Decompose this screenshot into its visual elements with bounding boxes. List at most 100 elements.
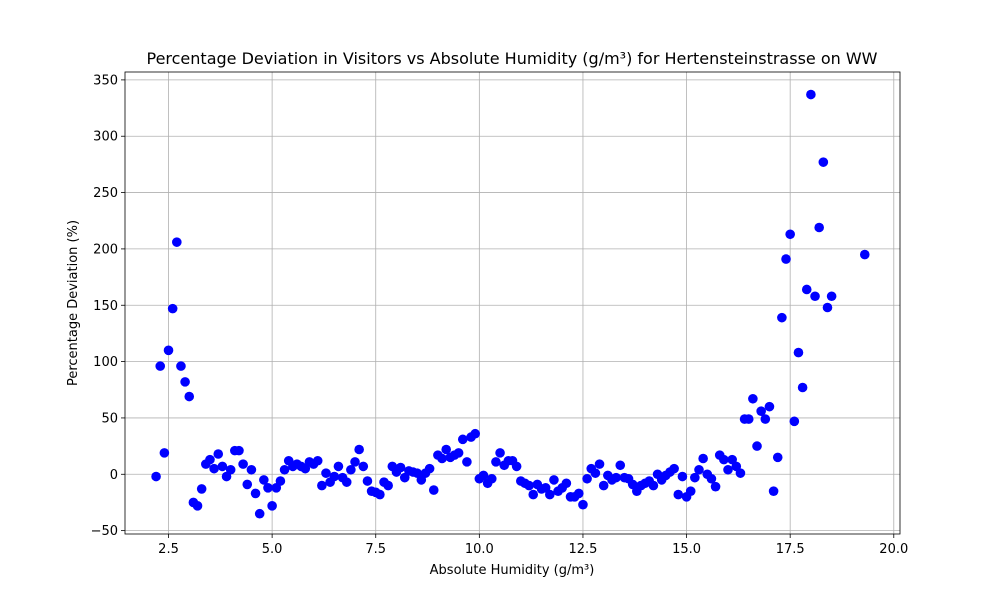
data-point [478,470,489,481]
y-tick-label: 350 [93,73,118,88]
data-point [151,471,161,482]
data-point [159,448,170,458]
data-point [768,486,779,496]
data-point [685,486,696,496]
data-point [329,471,340,482]
x-tick-label: 10.0 [465,542,494,557]
data-point [826,291,837,302]
data-point [486,473,497,484]
data-point [859,249,870,260]
data-point [673,489,684,500]
data-point [346,464,356,475]
data-point [180,377,190,387]
data-point [453,448,464,458]
data-point [462,457,472,467]
data-point [615,460,626,471]
data-point [196,484,207,494]
data-point [752,441,762,451]
data-point [789,416,800,427]
data-point [748,393,758,404]
data-point [561,478,572,489]
data-point [341,477,352,487]
data-point [690,472,700,483]
data-point [822,302,833,313]
data-point [383,480,393,491]
data-point [184,391,195,402]
data-point [806,89,816,100]
data-point [246,464,257,475]
y-tick-label: −50 [91,524,118,539]
y-axis: −50 0 50 100 150 200 250 300 350 [91,73,125,539]
data-point [648,480,659,491]
data-point [263,483,273,493]
data-point [723,464,733,475]
data-point [578,499,588,510]
data-point [350,457,360,467]
data-point [797,382,808,393]
data-point [395,462,406,473]
data-point [163,345,174,356]
grid-lines [125,72,900,534]
data-point [524,480,534,491]
data-point [818,157,829,167]
data-point [810,291,820,302]
data-point [582,473,592,484]
data-point [814,222,824,233]
data-point [437,453,447,464]
data-point [598,480,609,491]
data-points [151,89,870,519]
x-tick-label: 7.5 [365,542,386,557]
data-point [470,428,481,439]
data-point [375,489,385,500]
data-point [176,361,186,371]
x-tick-label: 17.5 [776,542,805,557]
data-point [528,489,539,500]
plot-frame [124,71,901,535]
data-point [457,434,468,445]
data-point [743,414,754,424]
data-point [172,237,182,247]
data-point [279,464,290,475]
data-point [669,463,679,474]
data-point [358,461,369,472]
data-point [333,461,344,472]
data-point [267,501,277,511]
x-axis-title: Absolute Humidity (g/m³) [430,563,595,578]
y-tick-label: 150 [93,299,118,314]
chart-title: Percentage Deviation in Visitors vs Abso… [146,49,877,68]
data-point [777,312,787,323]
data-point [217,461,228,472]
y-tick-label: 0 [110,468,118,483]
data-point [590,468,601,478]
x-tick-label: 15.0 [672,542,701,557]
data-point [321,468,331,478]
data-point [209,463,219,474]
data-point [574,488,584,499]
data-point [155,361,166,371]
data-point [511,461,522,472]
data-point [495,448,505,458]
data-point [354,444,364,455]
data-point [192,501,203,511]
data-point [259,475,269,485]
data-point [706,473,717,484]
data-point [772,452,783,463]
y-tick-label: 250 [93,186,118,201]
data-point [677,471,688,482]
y-tick-label: 200 [93,242,118,257]
data-point [785,229,795,240]
data-point [167,303,178,314]
data-point [793,347,804,358]
x-tick-label: 20.0 [879,542,908,557]
x-tick-label: 2.5 [158,542,179,557]
data-point [213,449,224,459]
data-point [424,463,435,474]
data-point [205,454,215,465]
data-point [719,454,729,465]
data-point [362,476,373,486]
data-point [428,485,439,495]
data-point [275,476,286,486]
data-point [760,414,771,424]
x-axis: 2.5 5.0 7.5 10.0 12.5 15.0 17.5 20.0 [158,534,908,557]
